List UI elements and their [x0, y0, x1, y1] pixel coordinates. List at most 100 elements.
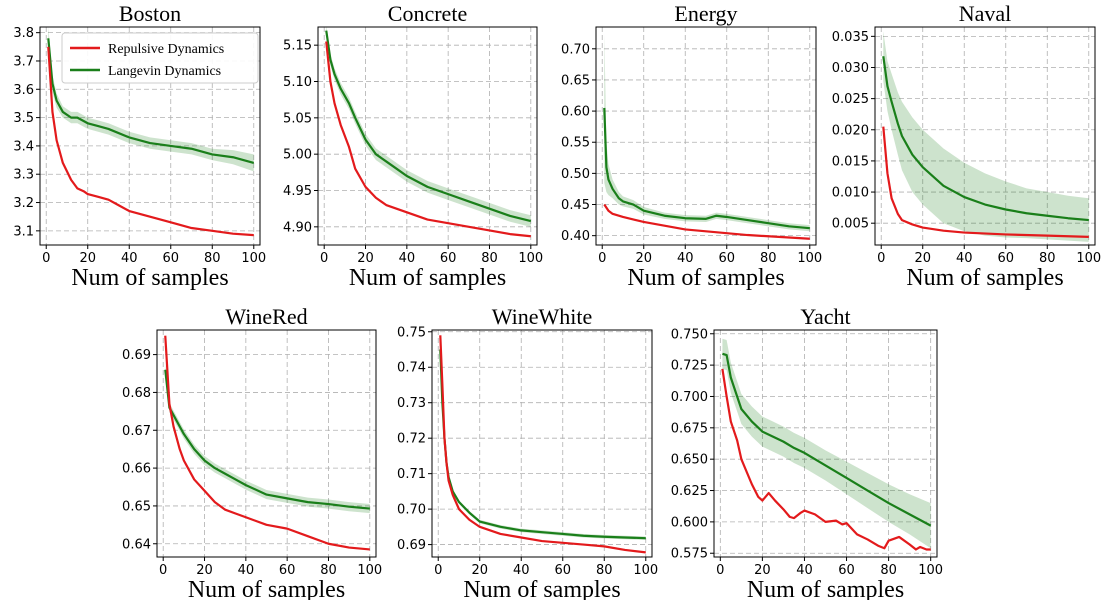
- y-tick-label: 0.015: [832, 154, 869, 169]
- plot-area: [164, 335, 370, 551]
- axes-frame: [39, 26, 261, 246]
- x-tick-label: 100: [241, 251, 266, 266]
- y-tick-label: 0.025: [832, 92, 869, 107]
- series-line-repulsive-dynamics: [47, 46, 254, 237]
- plot-area: [603, 33, 810, 240]
- y-tick-label: 3.3: [13, 168, 34, 183]
- y-tick-label: 0.65: [561, 73, 590, 88]
- series-line-langevin-dynamics: [439, 349, 646, 540]
- series-line-langevin-dynamics: [882, 56, 1089, 222]
- y-tick-label: 0.005: [832, 217, 869, 232]
- y-tick-label: 0.70: [397, 503, 426, 518]
- panel-winewhite: 0 20 40 60 80 100 0.69 0.70 0.71 0.72 0.73 0.74 0.75…: [397, 304, 658, 600]
- y-tick-label: 0.69: [122, 348, 151, 363]
- x-tick-label: 80: [760, 251, 777, 266]
- x-tick-label: 0: [320, 251, 328, 266]
- y-tick-label: 3.7: [13, 54, 34, 69]
- legend-label: Repulsive Dynamics: [108, 42, 224, 57]
- x-tick-label: 60: [838, 563, 855, 578]
- legend-label: Langevin Dynamics: [108, 64, 221, 79]
- legend-box: [61, 32, 259, 84]
- axes-frame: [595, 26, 817, 246]
- y-tick-label: 0.73: [397, 396, 426, 411]
- y-tick-label: 5.05: [283, 111, 312, 126]
- x-axis-label: Num of samples: [463, 577, 620, 600]
- y-tick-label: 0.55: [561, 136, 590, 151]
- y-tick-label: 0.69: [397, 538, 426, 553]
- x-tick-label: 40: [238, 563, 255, 578]
- x-tick-label: 100: [518, 251, 543, 266]
- plot-area: [47, 27, 255, 237]
- panel-energy: 0 20 40 60 80 100 0.40 0.45 0.50 0.55 0.60 0.65 0.70…: [561, 1, 822, 291]
- y-tick-label: 3.2: [13, 196, 34, 211]
- series-band-langevin-dynamics: [722, 338, 931, 549]
- y-tick-label: 0.70: [561, 42, 590, 57]
- y-tick-label: 0.50: [561, 167, 590, 182]
- series-band-langevin-dynamics: [604, 33, 810, 232]
- y-tick-label: 0.700: [671, 390, 708, 405]
- x-tick-label: 60: [554, 563, 571, 578]
- x-tick-label: 0: [598, 251, 606, 266]
- y-tick-label: 0.750: [671, 327, 708, 342]
- y-tick-label: 0.67: [122, 424, 151, 439]
- y-tick-label: 0.020: [832, 123, 869, 138]
- y-tick-label: 0.40: [561, 229, 590, 244]
- x-tick-label: 60: [279, 563, 296, 578]
- x-tick-label: 20: [471, 563, 488, 578]
- y-tick-label: 0.575: [671, 547, 708, 562]
- y-tick-label: 0.72: [397, 432, 426, 447]
- y-tick-label: 0.650: [671, 453, 708, 468]
- axes-frame: [874, 26, 1096, 246]
- x-tick-label: 0: [877, 251, 885, 266]
- y-tick-label: 3.4: [13, 139, 34, 154]
- panel-naval: 0 20 40 60 80 100 0.005 0.010 0.015 0.020 0.025 0.0…: [832, 1, 1101, 291]
- y-tick-label: 0.66: [122, 462, 151, 477]
- x-tick-label: 40: [513, 563, 530, 578]
- y-tick-label: 0.65: [122, 499, 151, 514]
- x-tick-label: 100: [918, 563, 943, 578]
- x-tick-label: 0: [42, 251, 50, 266]
- y-tick-label: 0.030: [832, 61, 869, 76]
- axes-frame: [713, 329, 938, 558]
- y-tick-label: 3.6: [13, 83, 34, 98]
- y-tick-label: 0.45: [561, 198, 590, 213]
- series-line-langevin-dynamics: [603, 107, 810, 230]
- x-axis-label: Num of samples: [906, 265, 1063, 291]
- chart-title: Energy: [674, 1, 737, 26]
- x-tick-label: 100: [1076, 251, 1101, 266]
- x-axis-label: Num of samples: [71, 265, 228, 291]
- x-tick-label: 40: [796, 563, 813, 578]
- y-tick-label: 5.00: [283, 148, 312, 163]
- chart-title: WineRed: [225, 304, 307, 329]
- x-tick-label: 20: [79, 251, 96, 266]
- x-tick-label: 80: [204, 251, 221, 266]
- series-line-langevin-dynamics: [325, 30, 532, 223]
- y-tick-label: 5.15: [283, 39, 312, 54]
- y-tick-label: 4.90: [283, 220, 312, 235]
- plot-area: [439, 335, 646, 554]
- y-tick-label: 0.675: [671, 421, 708, 436]
- x-tick-label: 40: [399, 251, 416, 266]
- x-tick-label: 20: [357, 251, 374, 266]
- x-tick-label: 40: [956, 251, 973, 266]
- y-tick-label: 0.010: [832, 186, 869, 201]
- panel-yacht: 0 20 40 60 80 100 0.575 0.600 0.625 0.650 0.675 0.7…: [671, 304, 943, 600]
- chart-title: Boston: [119, 1, 181, 26]
- series-line-repulsive-dynamics: [164, 335, 370, 551]
- y-tick-label: 0.60: [561, 105, 590, 120]
- panel-concrete: 0 20 40 60 80 100 4.90 4.95 5.00 5.05 5.10 5.15 Conc…: [283, 1, 543, 291]
- chart-title: Concrete: [388, 1, 467, 26]
- plot-area: [721, 338, 932, 551]
- series-line-langevin-dynamics: [164, 369, 370, 510]
- series-line-repulsive-dynamics: [721, 368, 931, 551]
- x-tick-label: 100: [357, 563, 382, 578]
- y-tick-label: 0.725: [671, 359, 708, 374]
- series-band-langevin-dynamics: [165, 364, 370, 514]
- axes-frame: [156, 329, 377, 558]
- series-band-langevin-dynamics: [883, 31, 1089, 242]
- x-tick-label: 20: [754, 563, 771, 578]
- series-band-langevin-dynamics: [440, 335, 646, 540]
- panel-boston: 0 20 40 60 80 100 3.1 3.2 3.3 3.4 3.5 3.6 3.7 3.8 Bost…: [13, 1, 266, 291]
- y-tick-label: 3.5: [13, 111, 34, 126]
